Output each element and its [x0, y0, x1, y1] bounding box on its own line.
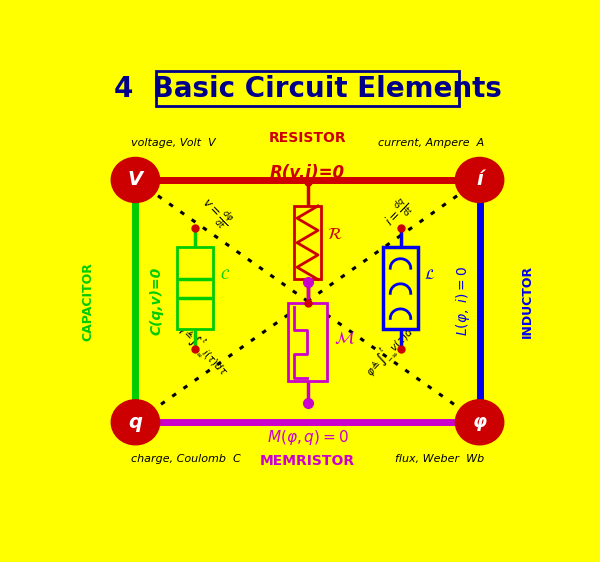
- Text: voltage, Volt  V: voltage, Volt V: [131, 138, 215, 148]
- Bar: [293, 206, 322, 279]
- Text: $i=\frac{dq}{dt}$: $i=\frac{dq}{dt}$: [379, 193, 417, 232]
- Text: C(q,v)=0: C(q,v)=0: [149, 267, 163, 336]
- Text: flux, Weber  Wb: flux, Weber Wb: [395, 454, 484, 464]
- Text: φ: φ: [472, 413, 487, 431]
- FancyBboxPatch shape: [157, 71, 458, 106]
- Bar: [288, 303, 327, 381]
- Text: R(v,i)=0: R(v,i)=0: [270, 165, 345, 183]
- Text: $q\triangleq\!\int_{-\infty}^{t}\!i(\tau)d\tau$: $q\triangleq\!\int_{-\infty}^{t}\!i(\tau…: [172, 317, 234, 380]
- Text: $\mathcal{R}$: $\mathcal{R}$: [327, 225, 343, 243]
- Text: í: í: [476, 170, 483, 189]
- Text: $\mathcal{L}$: $\mathcal{L}$: [424, 268, 435, 282]
- Bar: [383, 247, 418, 329]
- Text: charge, Coulomb  C: charge, Coulomb C: [131, 454, 241, 464]
- Text: V: V: [128, 170, 143, 189]
- Circle shape: [111, 400, 160, 445]
- Text: $\varphi\!\triangleq\!\int_{-\infty}^{t}\!v(\tau)d\tau$: $\varphi\!\triangleq\!\int_{-\infty}^{t}…: [359, 316, 423, 381]
- Text: 4  Basic Circuit Elements: 4 Basic Circuit Elements: [113, 75, 502, 103]
- Text: INDUCTOR: INDUCTOR: [520, 265, 533, 338]
- Text: $v=\frac{d\varphi}{dt}$: $v=\frac{d\varphi}{dt}$: [196, 192, 237, 233]
- Text: q: q: [128, 413, 142, 432]
- Text: $\mathcal{M}$: $\mathcal{M}$: [334, 329, 355, 347]
- Circle shape: [111, 157, 160, 202]
- Text: MEMRISTOR: MEMRISTOR: [260, 454, 355, 468]
- Text: CAPACITOR: CAPACITOR: [82, 262, 95, 341]
- Text: $\mathcal{C}$: $\mathcal{C}$: [220, 268, 230, 282]
- Text: $M(\varphi,q) = 0$: $M(\varphi,q) = 0$: [266, 428, 349, 447]
- Text: RESISTOR: RESISTOR: [269, 130, 346, 144]
- Bar: [178, 247, 212, 329]
- Circle shape: [455, 400, 504, 445]
- Text: current, Ampere  A: current, Ampere A: [378, 138, 484, 148]
- Text: $L(\varphi,\ i)=0$: $L(\varphi,\ i)=0$: [454, 266, 472, 336]
- Circle shape: [455, 157, 504, 202]
